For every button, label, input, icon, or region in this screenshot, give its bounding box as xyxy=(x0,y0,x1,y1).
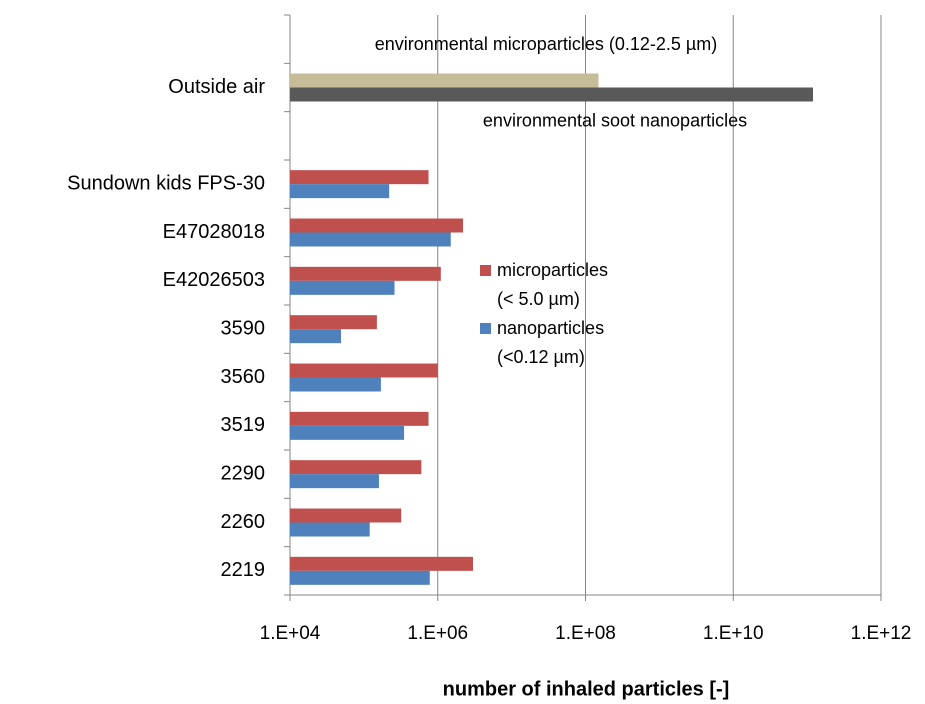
legend-swatch xyxy=(480,323,491,334)
y-tick-label: 2260 xyxy=(221,511,266,533)
y-tick-label: 2219 xyxy=(221,559,266,581)
bar xyxy=(290,474,379,489)
x-tick-label: 1.E+04 xyxy=(260,623,321,644)
bar xyxy=(290,425,405,440)
bar xyxy=(290,232,451,247)
legend-label: nanoparticles (<0.12 µm) xyxy=(497,318,605,367)
legend: microparticles (< 5.0 µm) nanoparticles (… xyxy=(480,256,608,372)
bar xyxy=(290,280,395,295)
legend-item: nanoparticles (<0.12 µm) xyxy=(480,314,608,372)
bar xyxy=(290,460,422,475)
bar xyxy=(290,522,370,537)
x-tick-label: 1.E+12 xyxy=(851,623,912,644)
y-tick-label: E42026503 xyxy=(163,269,265,291)
bar xyxy=(290,266,441,281)
bar xyxy=(290,218,464,233)
bar xyxy=(290,87,813,102)
y-tick-label: E47028018 xyxy=(163,221,265,243)
bar xyxy=(290,377,381,392)
y-tick-label: 2290 xyxy=(221,462,266,484)
bar xyxy=(290,411,429,426)
bar xyxy=(290,184,390,199)
annotation: environmental soot nanoparticles xyxy=(483,111,747,131)
bar xyxy=(290,363,438,378)
x-axis-title: number of inhaled particles [-] xyxy=(443,678,730,700)
y-tick-label: 3560 xyxy=(221,366,266,388)
legend-swatch xyxy=(480,265,491,276)
annotation: environmental microparticles (0.12-2.5 µ… xyxy=(375,34,718,54)
y-tick-label: Outside air xyxy=(168,76,265,98)
legend-label: microparticles (< 5.0 µm) xyxy=(497,260,609,309)
y-tick-label: 3519 xyxy=(221,414,266,436)
x-tick-label: 1.E+10 xyxy=(703,623,764,644)
x-tick-label: 1.E+08 xyxy=(555,623,616,644)
bar xyxy=(290,508,402,523)
legend-item: microparticles (< 5.0 µm) xyxy=(480,256,608,314)
x-tick-label: 1.E+06 xyxy=(407,623,468,644)
bar xyxy=(290,315,377,330)
bar xyxy=(290,329,341,344)
y-tick-label: Sundown kids FPS-30 xyxy=(67,172,265,194)
bar xyxy=(290,556,473,571)
bar xyxy=(290,570,430,585)
bar xyxy=(290,73,599,88)
bar xyxy=(290,170,429,185)
y-tick-label: 3590 xyxy=(221,317,266,339)
